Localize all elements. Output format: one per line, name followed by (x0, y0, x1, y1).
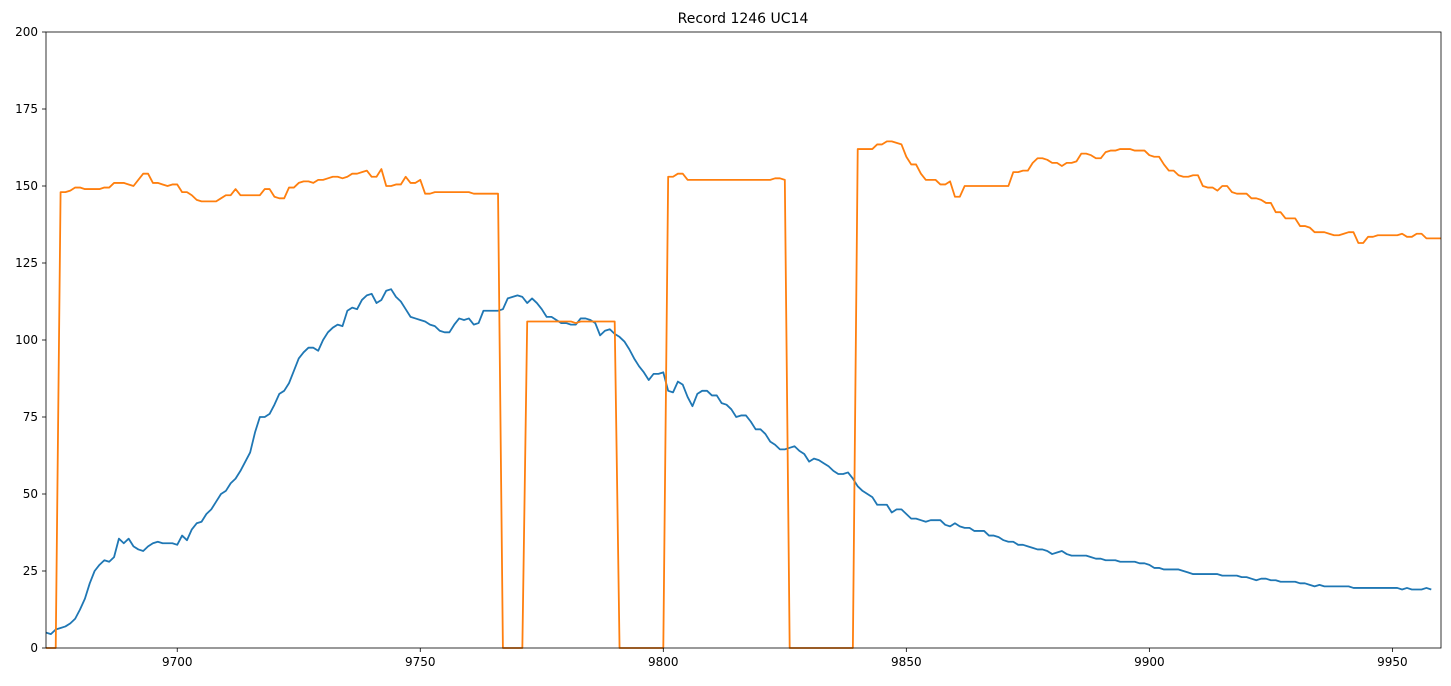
y-tick-label: 175 (15, 102, 38, 116)
y-tick-label: 25 (23, 564, 38, 578)
plot-frame (45, 31, 1442, 649)
y-tick-label: 150 (15, 179, 38, 193)
y-tick-label: 100 (15, 333, 38, 347)
series-layer (46, 140, 1441, 649)
y-tick-label: 75 (23, 410, 38, 424)
x-tick-label: 9950 (1377, 655, 1408, 669)
y-tick-label: 200 (15, 25, 38, 39)
y-tick-label: 50 (23, 487, 38, 501)
series-line-1 (46, 288, 1432, 636)
axes-layer: 9700 9750 9800 9850 9900 9950 0 25 50 75 100 125 150… (15, 25, 1442, 669)
x-tick-label: 9800 (648, 655, 679, 669)
chart-title: Record 1246 UC14 (678, 11, 809, 27)
x-tick-label: 9750 (405, 655, 436, 669)
x-tick-label: 9700 (162, 655, 193, 669)
x-tick-label: 9900 (1134, 655, 1165, 669)
y-tick-label: 0 (30, 641, 38, 655)
x-tick-label: 9850 (891, 655, 922, 669)
series-line-2 (46, 140, 1441, 649)
y-tick-label: 125 (15, 256, 38, 270)
